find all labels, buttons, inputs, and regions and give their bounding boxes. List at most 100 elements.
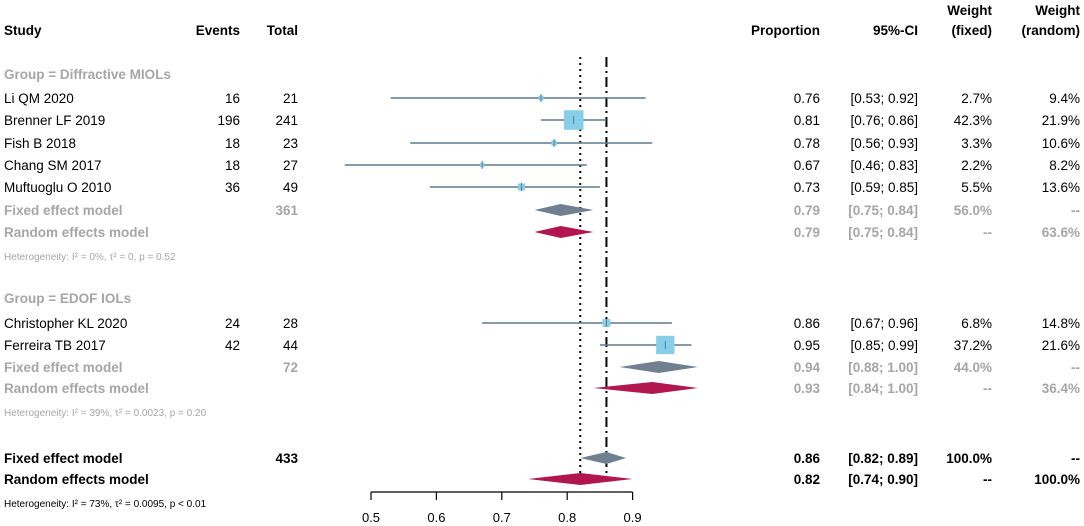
study-weight-random: 21.6% [1041,338,1080,353]
fixed-model-proportion: 0.79 [793,203,820,218]
study-name: Chang SM 2017 [4,158,102,173]
study-events: 16 [224,91,240,106]
header-study: Study [4,23,42,38]
group-label: Group = EDOF IOLs [4,291,132,306]
header-total: Total [266,23,298,38]
fixed-model-ci: [0.75; 0.84] [848,203,918,218]
fixed-model-ci: [0.88; 1.00] [848,360,918,375]
overall-random-ci: [0.74; 0.90] [848,472,918,487]
fixed-model-total: 72 [282,360,298,375]
random-model-proportion: 0.79 [793,225,820,240]
study-proportion: 0.67 [793,158,820,173]
summary-diamond [534,226,594,238]
study-total: 23 [282,136,298,151]
header-proportion: Proportion [751,23,820,38]
header-weight-random-2: (random) [1021,23,1081,38]
study-events: 36 [224,180,240,195]
random-model-weight-fixed: -- [983,381,992,396]
random-model-ci: [0.75; 0.84] [848,225,918,240]
study-weight-random: 9.4% [1049,91,1080,106]
study-weight-fixed: 2.7% [961,91,992,106]
study-name: Li QM 2020 [4,91,74,106]
overall-fixed-proportion: 0.86 [793,451,820,466]
overall-fixed-total: 433 [275,451,298,466]
header-weight-fixed-2: (fixed) [951,23,993,38]
study-name: Fish B 2018 [4,136,77,151]
study-proportion: 0.76 [793,91,820,106]
summary-diamond [527,473,633,485]
fixed-model-weight-random: -- [1071,203,1080,218]
study-proportion: 0.95 [793,338,820,353]
study-ci: [0.56; 0.93] [850,136,918,151]
study-name: Christopher KL 2020 [4,316,128,331]
x-axis-tick-label: 0.8 [558,510,576,525]
study-total: 44 [282,338,298,353]
study-events: 18 [224,136,240,151]
x-axis-tick-label: 0.5 [362,510,380,525]
study-weight-fixed: 3.3% [961,136,992,151]
study-events: 196 [217,113,240,128]
fixed-model-label: Fixed effect model [4,203,123,218]
study-ci: [0.85; 0.99] [850,338,918,353]
overall-fixed-ci: [0.82; 0.89] [848,451,918,466]
study-ci: [0.59; 0.85] [850,180,918,195]
summary-diamond [580,452,627,464]
overall-random-weight-random: 100.0% [1034,472,1080,487]
fixed-model-proportion: 0.94 [793,360,820,375]
random-model-ci: [0.84; 1.00] [848,381,918,396]
study-weight-fixed: 5.5% [961,180,992,195]
overall-fixed-label: Fixed effect model [4,451,123,466]
study-ci: [0.76; 0.86] [850,113,918,128]
header-weight-fixed-1: Weight [947,3,992,18]
x-axis-tick-label: 0.7 [493,510,511,525]
study-weight-random: 21.9% [1041,113,1080,128]
overall-heterogeneity-text: Heterogeneity: I² = 73%, τ² = 0.0095, p … [4,499,207,510]
study-weight-random: 14.8% [1041,316,1080,331]
study-name: Ferreira TB 2017 [4,338,106,353]
overall-random-proportion: 0.82 [793,472,820,487]
study-total: 49 [282,180,298,195]
header-weight-random-1: Weight [1035,3,1080,18]
study-weight-fixed: 37.2% [953,338,992,353]
x-axis-tick-label: 0.6 [427,510,445,525]
x-axis-tick-label: 0.9 [624,510,642,525]
group-label: Group = Diffractive MIOLs [4,67,171,82]
overall-random-weight-fixed: -- [983,472,992,487]
study-weight-random: 10.6% [1041,136,1080,151]
study-total: 241 [275,113,298,128]
study-ci: [0.46; 0.83] [850,158,918,173]
study-events: 24 [224,316,240,331]
study-total: 27 [282,158,298,173]
summary-diamond [619,361,698,373]
fixed-model-total: 361 [275,203,298,218]
study-proportion: 0.86 [793,316,820,331]
fixed-model-weight-fixed: 56.0% [953,203,992,218]
header-ci: 95%-CI [872,23,918,38]
heterogeneity-text: Heterogeneity: I² = 0%, τ² = 0, p = 0.52 [4,252,176,263]
fixed-model-label: Fixed effect model [4,360,123,375]
fixed-model-weight-fixed: 44.0% [953,360,992,375]
study-proportion: 0.78 [793,136,820,151]
study-proportion: 0.73 [793,180,820,195]
study-events: 18 [224,158,240,173]
study-name: Muftuoglu O 2010 [4,180,112,195]
heterogeneity-text: Heterogeneity: I² = 39%, τ² = 0.0023, p … [4,408,207,419]
overall-fixed-weight-random: -- [1071,451,1080,466]
study-weight-fixed: 42.3% [953,113,992,128]
study-weight-random: 13.6% [1041,180,1080,195]
header-events: Events [195,23,240,38]
random-model-label: Random effects model [4,225,149,240]
study-name: Brenner LF 2019 [4,113,106,128]
random-model-proportion: 0.93 [793,381,820,396]
study-weight-fixed: 2.2% [961,158,992,173]
random-model-weight-random: 63.6% [1041,225,1080,240]
overall-fixed-weight-fixed: 100.0% [946,451,992,466]
study-ci: [0.67; 0.96] [850,316,918,331]
summary-diamond [534,204,594,216]
study-total: 28 [282,316,298,331]
fixed-model-weight-random: -- [1071,360,1080,375]
study-ci: [0.53; 0.92] [850,91,918,106]
study-weight-fixed: 6.8% [961,316,992,331]
study-events: 42 [224,338,240,353]
